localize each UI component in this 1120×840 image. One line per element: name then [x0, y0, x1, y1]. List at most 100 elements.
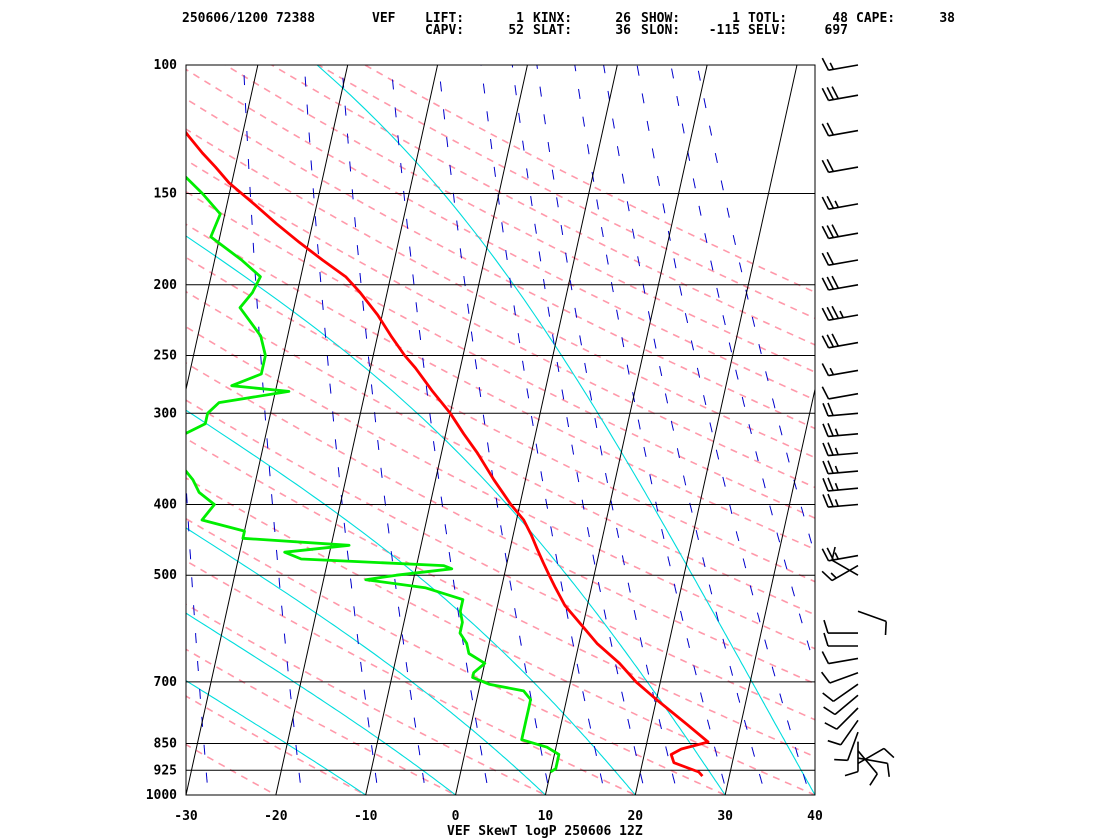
moist-adiabat: [186, 235, 726, 795]
x-tick-label: 0: [452, 809, 460, 824]
wind-barb: [857, 747, 895, 765]
wind-barb: [821, 564, 859, 582]
wind-barb: [857, 610, 887, 636]
wind-barb: [831, 546, 859, 576]
footer-caption: VEF SkewT logP 250606 12Z: [447, 824, 643, 839]
dewpoint-trace: [186, 175, 561, 774]
wind-barb: [824, 707, 859, 730]
isotherm: [544, 65, 708, 795]
wind-barb: [821, 86, 859, 102]
wind-barb: [822, 477, 859, 492]
dry-adiabat: [363, 65, 815, 294]
dry-adiabat: [186, 128, 815, 459]
y-tick-label: 925: [154, 763, 177, 778]
header-capv-label: CAPV:: [425, 23, 464, 38]
header-kinx-value: 26: [615, 11, 631, 26]
header-stamp: 250606/1200 72388: [182, 11, 315, 26]
wind-barb: [820, 671, 859, 684]
x-tick-label: -10: [354, 809, 378, 824]
x-tick-label: -20: [264, 809, 288, 824]
header-station: VEF: [372, 11, 396, 26]
wind-barb: [821, 158, 859, 174]
header-slon-label: SLON:: [641, 23, 680, 38]
header-line-2: CAPV: 52 SLAT: 36 SLON: -115 SELV: 697: [425, 23, 848, 38]
mixing-ratio-line: [670, 65, 815, 670]
wind-barb: [821, 57, 859, 71]
mixing-ratio-line: [303, 65, 380, 795]
dry-adiabat: [186, 399, 815, 721]
x-tick-label: 10: [538, 809, 554, 824]
header-capv-value: 52: [508, 23, 524, 38]
mixing-ratio-line: [603, 65, 766, 795]
x-tick-label: 40: [807, 809, 823, 824]
dry-adiabat: [186, 159, 815, 489]
mixing-ratio-line: [243, 65, 303, 795]
wind-barb: [822, 402, 859, 417]
dry-adiabat: [186, 603, 548, 795]
wind-barb: [822, 442, 859, 457]
x-tick-label: -30: [174, 809, 198, 824]
header-show-value: 1: [732, 11, 740, 26]
header-slat-label: SLAT:: [533, 23, 572, 38]
moist-adiabat: [186, 680, 367, 795]
dry-adiabat: [186, 97, 815, 430]
mixing-ratio-line: [536, 65, 679, 795]
mixing-ratio-line: [438, 65, 551, 795]
mixing-ratio-line: [186, 475, 209, 795]
wind-barb: [823, 632, 858, 647]
dry-adiabat: [186, 477, 815, 795]
wind-barb: [844, 741, 859, 777]
wind-barb: [822, 460, 859, 475]
dry-adiabat: [186, 648, 458, 795]
wind-barb: [821, 195, 859, 210]
header-selv-label: SELV:: [748, 23, 787, 38]
header-cape-label: CAPE:: [856, 11, 895, 26]
mixing-ratio-line: [511, 65, 647, 795]
wind-barb: [821, 224, 859, 240]
moist-adiabat: [186, 409, 637, 795]
y-tick-label: 400: [154, 498, 178, 513]
wind-barb: [823, 619, 858, 634]
wind-barb: [834, 731, 859, 762]
mixing-ratio-line: [390, 65, 490, 795]
wind-barb: [821, 305, 859, 321]
dry-adiabat: [186, 325, 815, 650]
header-slon-value: -115: [709, 23, 740, 38]
isotherm: [186, 65, 349, 795]
mixing-ratio-line: [696, 65, 815, 558]
wind-barb: [823, 694, 859, 716]
wind-barb: [822, 683, 859, 703]
plot-frame: [185, 64, 816, 796]
mixing-ratio-line: [636, 65, 811, 795]
moist-adiabat: [316, 65, 815, 795]
wind-barb: [821, 547, 859, 562]
y-tick-label: 250: [154, 348, 178, 363]
wind-barb: [821, 333, 859, 349]
wind-barb: [822, 493, 859, 508]
wind-barb: [821, 651, 859, 665]
x-tick-label: 20: [627, 809, 643, 824]
y-tick-label: 200: [154, 278, 178, 293]
header-lift-label: LIFT:: [425, 11, 464, 26]
y-tick-label: 100: [154, 58, 178, 73]
dry-adiabat: [186, 794, 188, 795]
header-selv-value: 697: [825, 23, 848, 38]
wind-barb: [821, 122, 859, 137]
dry-adiabat: [223, 65, 815, 374]
dry-adiabat: [186, 743, 278, 795]
dry-adiabat: [186, 437, 815, 758]
temperature-trace: [186, 130, 710, 778]
wind-barb: [827, 719, 859, 746]
isotherm: [6, 65, 168, 795]
wind-barb: [821, 251, 859, 266]
header-show-label: SHOW:: [641, 11, 680, 26]
header-line-1: 250606/1200 72388 VEF LIFT: 1 KINX: 26 S…: [182, 11, 955, 26]
header-totl-value: 48: [832, 11, 848, 26]
isotherm: [905, 65, 1067, 795]
dry-adiabat: [186, 223, 815, 551]
header-cape-value: 38: [939, 11, 955, 26]
dry-adiabat: [316, 65, 815, 320]
mixing-ratio-line: [480, 65, 606, 795]
isotherm: [0, 65, 78, 795]
